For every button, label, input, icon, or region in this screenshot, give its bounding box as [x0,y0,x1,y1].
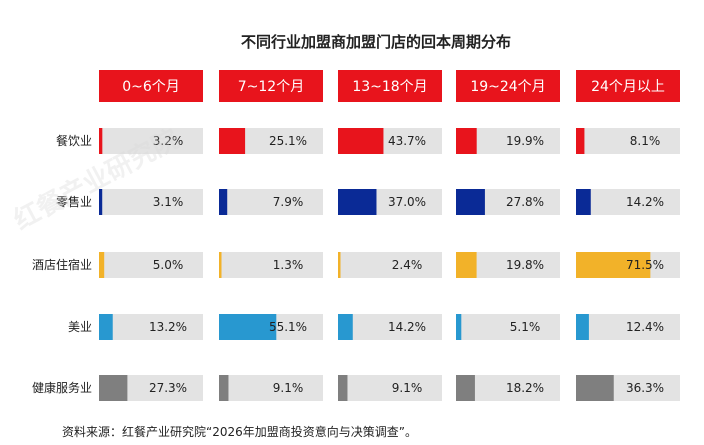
bar [219,375,229,401]
data-label: 5.0% [153,258,184,272]
data-label: 19.8% [506,258,544,272]
data-label: 18.2% [506,381,544,395]
bar [576,189,591,215]
bar [576,375,614,401]
data-label: 37.0% [388,195,426,209]
bar [576,252,651,278]
data-label: 3.2% [153,134,184,148]
category-label: 酒店住宿业 [32,257,92,272]
bar [338,189,377,215]
source-note: 资料来源：红餐产业研究院“2026年加盟商投资意向与决策调查”。 [62,425,417,439]
data-label: 5.1% [510,320,541,334]
bar-track [219,252,323,278]
column-header-1 [99,70,203,102]
bar-track [99,252,203,278]
bar-track [338,314,442,340]
data-label: 1.3% [273,258,304,272]
bar-track [576,314,680,340]
bar [456,252,477,278]
bar [456,189,485,215]
bar-track [99,128,203,154]
column-header-3 [338,70,442,102]
bar-track [338,375,442,401]
data-label: 9.1% [392,381,423,395]
data-label: 8.1% [630,134,661,148]
data-label: 12.4% [626,320,664,334]
chart-rows: 餐饮业 3.2% 25.1% 43.7% 19.9% 8.1% 零售业 3.1% 7.9% 37.… [32,128,680,401]
column-header-4 [456,70,560,102]
bar-track [576,128,680,154]
column-header-2 [219,70,323,102]
bar [99,189,103,215]
bar-track [99,314,203,340]
bar [576,128,585,154]
data-label: 36.3% [626,381,664,395]
bar [456,375,475,401]
data-label: 7.9% [273,195,304,209]
data-label: 9.1% [273,381,304,395]
data-label: 14.2% [626,195,664,209]
chart-title: 不同行业加盟商加盟门店的回本周期分布 [241,33,511,51]
data-label: 27.8% [506,195,544,209]
bar [456,314,462,340]
bar [576,314,589,340]
bar [219,314,277,340]
bar-track [99,189,203,215]
column-header-label: 7~12个月 [238,79,304,95]
data-label: 3.1% [153,195,184,209]
data-label: 27.3% [149,381,187,395]
data-label: 25.1% [269,134,307,148]
data-label: 71.5% [626,258,664,272]
bar [338,128,384,154]
bar [99,252,105,278]
category-label: 零售业 [56,194,92,209]
bar-track [219,375,323,401]
data-label: 13.2% [149,320,187,334]
bar [99,375,128,401]
bar-track [576,189,680,215]
data-label: 55.1% [269,320,307,334]
data-label: 14.2% [388,320,426,334]
data-label: 43.7% [388,134,426,148]
data-label: 19.9% [506,134,544,148]
bar-track [338,252,442,278]
bar [99,314,113,340]
bar [338,252,341,278]
column-header-label: 0~6个月 [122,79,180,95]
column-header-label: 13~18个月 [352,79,427,95]
bar-track [219,189,323,215]
data-label: 2.4% [392,258,423,272]
category-label: 美业 [68,320,92,334]
column-header-label: 19~24个月 [470,79,545,95]
bar [338,375,348,401]
column-headers: 0~6个月 7~12个月 13~18个月 19~24个月 24个月以上 [99,70,680,102]
bar [338,314,353,340]
bar [99,128,103,154]
column-header-5 [576,70,680,102]
bar [219,252,222,278]
category-label: 健康服务业 [32,380,92,395]
bar-track [456,314,560,340]
column-header-label: 24个月以上 [591,79,665,95]
category-label: 餐饮业 [56,133,92,148]
bar [219,189,228,215]
bar [456,128,477,154]
bar [219,128,246,154]
